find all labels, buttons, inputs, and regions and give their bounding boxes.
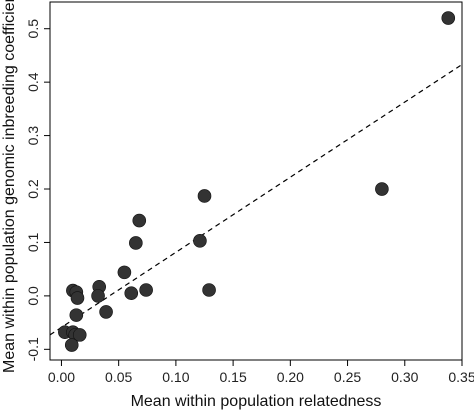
data-point [117, 265, 132, 280]
data-point [69, 308, 84, 322]
data-point [193, 234, 207, 248]
x-tick-label: 0.10 [162, 369, 189, 385]
y-tick-label: 0.3 [25, 126, 41, 146]
y-axis-title: Mean within population genomic inbreedin… [1, 0, 18, 373]
x-tick-label: 0.30 [391, 369, 418, 385]
plot-frame [49, 1, 463, 361]
x-tick-label: 0.25 [334, 369, 361, 385]
data-point [70, 291, 85, 305]
data-point [64, 338, 79, 352]
data-point [139, 283, 153, 297]
data-point [202, 283, 216, 297]
data-point [72, 328, 87, 342]
data-point [441, 11, 456, 25]
y-tick-label: 0.4 [25, 72, 41, 92]
x-tick-label: 0.05 [105, 369, 132, 385]
y-tick-label: 0.5 [25, 19, 41, 39]
y-tick-label: 0.1 [25, 233, 41, 253]
y-tick-label: 0.2 [25, 179, 41, 199]
x-tick-label: 0.20 [277, 369, 304, 385]
data-point [132, 213, 147, 228]
data-point [124, 286, 139, 301]
data-point [197, 189, 212, 203]
data-point [375, 182, 389, 196]
x-tick-label: 0.00 [48, 369, 75, 385]
y-tick-label: -0.1 [25, 337, 41, 361]
x-axis-title: Mean within population relatedness [131, 393, 382, 410]
x-tick-label: 0.15 [219, 369, 246, 385]
regression-line [49, 64, 463, 336]
data-point [99, 305, 113, 319]
data-point [91, 289, 105, 303]
data-point [129, 236, 143, 250]
y-tick-label: 0.0 [25, 286, 41, 306]
x-tick-label: 0.35 [448, 369, 474, 385]
